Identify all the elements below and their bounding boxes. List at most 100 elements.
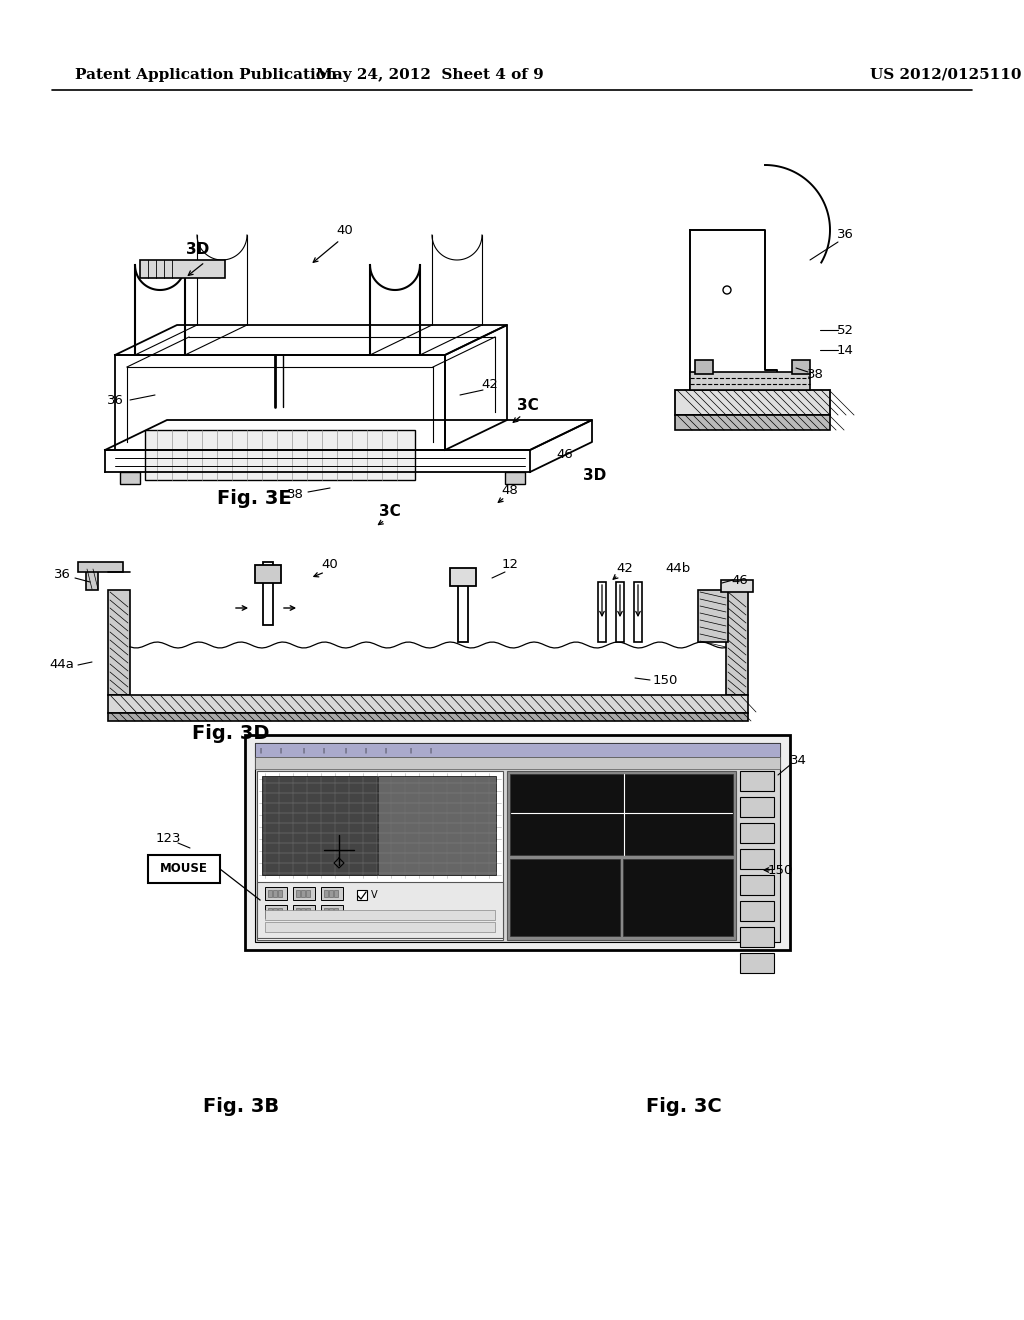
Bar xyxy=(273,890,278,898)
Text: Fig. 3D: Fig. 3D xyxy=(191,725,269,743)
Bar xyxy=(675,414,830,430)
Text: 36: 36 xyxy=(53,569,71,582)
Text: |: | xyxy=(344,747,346,752)
Text: V: V xyxy=(371,890,378,900)
Text: 40: 40 xyxy=(337,223,353,236)
Text: 36: 36 xyxy=(837,228,853,242)
Bar xyxy=(301,890,305,898)
Bar xyxy=(740,849,774,869)
Bar xyxy=(634,582,642,642)
Text: 34: 34 xyxy=(790,754,807,767)
Text: |: | xyxy=(409,747,411,752)
Text: Fig. 3E: Fig. 3E xyxy=(217,490,291,508)
Bar xyxy=(690,372,810,389)
Bar xyxy=(268,890,272,898)
Text: 3D: 3D xyxy=(584,467,606,483)
Bar xyxy=(324,890,328,898)
Bar xyxy=(257,882,503,939)
Bar xyxy=(301,908,305,915)
Text: 40: 40 xyxy=(322,558,338,572)
Bar xyxy=(293,887,315,900)
Bar xyxy=(505,473,525,484)
Bar xyxy=(265,909,495,920)
Bar xyxy=(740,797,774,817)
Bar xyxy=(108,696,748,713)
Bar xyxy=(334,908,338,915)
Text: 38: 38 xyxy=(807,368,823,381)
Bar xyxy=(255,565,281,583)
Bar xyxy=(616,582,624,642)
Bar xyxy=(698,590,728,642)
Bar xyxy=(265,921,495,932)
Text: 46: 46 xyxy=(557,449,573,462)
Bar xyxy=(296,890,300,898)
Text: May 24, 2012  Sheet 4 of 9: May 24, 2012 Sheet 4 of 9 xyxy=(316,69,544,82)
Bar xyxy=(265,887,287,900)
Bar xyxy=(296,908,300,915)
Text: 36: 36 xyxy=(106,393,124,407)
Bar xyxy=(255,743,780,756)
Text: |: | xyxy=(279,747,281,752)
Bar xyxy=(108,590,130,696)
Text: 42: 42 xyxy=(616,561,634,574)
Text: 14: 14 xyxy=(837,343,853,356)
Bar xyxy=(278,908,282,915)
Bar xyxy=(740,771,774,791)
Bar xyxy=(140,260,225,279)
Text: 52: 52 xyxy=(837,323,853,337)
Text: MOUSE: MOUSE xyxy=(160,862,208,875)
Bar xyxy=(263,562,273,624)
Text: 3C: 3C xyxy=(379,504,400,520)
Bar xyxy=(265,906,287,917)
Text: 3D: 3D xyxy=(186,243,210,257)
Text: 46: 46 xyxy=(731,573,749,586)
Bar xyxy=(740,902,774,921)
Bar xyxy=(740,875,774,895)
Bar xyxy=(329,908,333,915)
Bar xyxy=(278,890,282,898)
Bar xyxy=(148,855,220,883)
Bar xyxy=(510,774,733,855)
Bar xyxy=(86,568,98,590)
Text: |: | xyxy=(364,747,366,752)
Text: 42: 42 xyxy=(481,379,499,392)
Bar xyxy=(145,430,415,480)
Bar xyxy=(321,887,343,900)
Bar xyxy=(357,890,367,900)
Bar xyxy=(450,568,476,586)
Text: 150: 150 xyxy=(652,673,678,686)
Bar xyxy=(255,756,780,770)
Text: 38: 38 xyxy=(287,488,303,502)
Text: 3C: 3C xyxy=(517,397,539,412)
Text: |: | xyxy=(259,747,261,752)
Bar xyxy=(507,771,736,940)
Text: 123: 123 xyxy=(156,832,181,845)
Bar xyxy=(721,579,753,591)
Bar xyxy=(695,360,713,374)
Bar xyxy=(268,908,272,915)
Bar xyxy=(675,389,830,414)
Bar xyxy=(78,562,123,572)
Bar xyxy=(458,582,468,642)
Bar xyxy=(623,859,733,936)
Bar xyxy=(598,582,606,642)
Bar xyxy=(108,713,748,721)
Text: Fig. 3C: Fig. 3C xyxy=(646,1097,722,1115)
Bar xyxy=(321,906,343,917)
Text: 150: 150 xyxy=(767,863,793,876)
Text: Fig. 3B: Fig. 3B xyxy=(203,1097,279,1115)
Text: 44a: 44a xyxy=(49,659,75,672)
Bar xyxy=(273,908,278,915)
Bar xyxy=(329,890,333,898)
Bar xyxy=(245,735,790,950)
Bar xyxy=(792,360,810,374)
Text: 48: 48 xyxy=(502,483,518,496)
Text: |: | xyxy=(322,747,324,752)
Bar xyxy=(306,890,310,898)
Bar xyxy=(324,908,328,915)
Bar xyxy=(334,890,338,898)
Bar xyxy=(510,859,620,936)
Bar xyxy=(293,906,315,917)
Bar xyxy=(740,822,774,843)
Bar xyxy=(306,908,310,915)
